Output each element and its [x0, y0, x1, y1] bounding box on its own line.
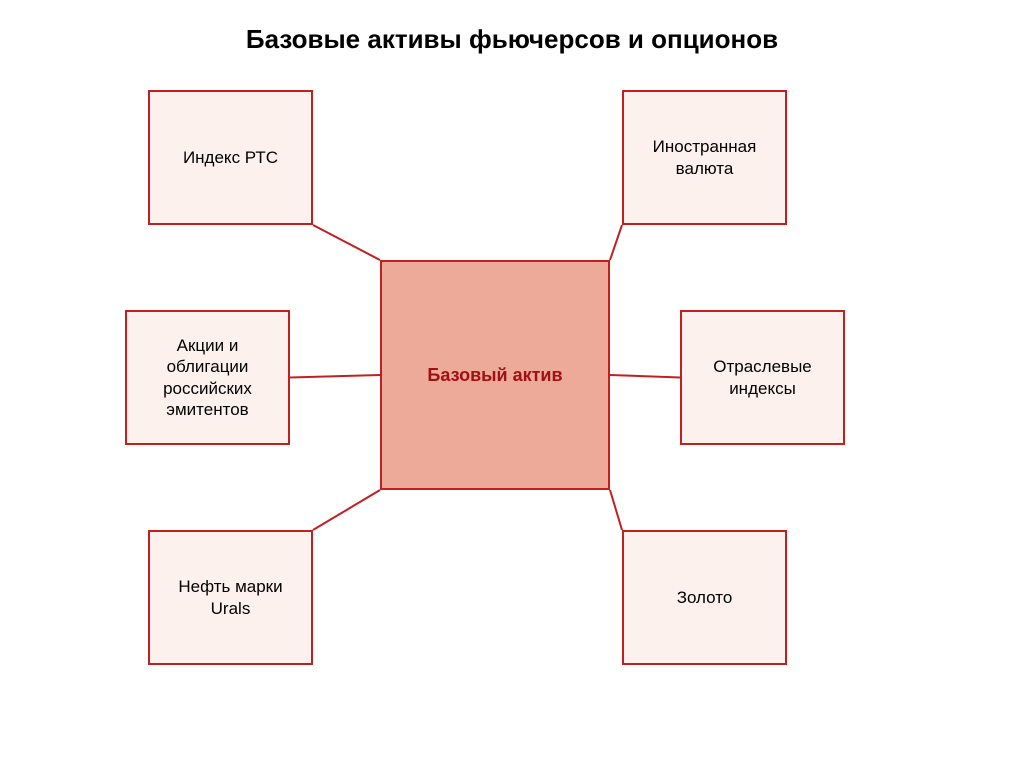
- edge-gold-to-center: [610, 490, 622, 530]
- node-rts: Индекс РТС: [148, 90, 313, 225]
- node-stocks-label: Акции и облигации российских эмитентов: [135, 335, 280, 420]
- node-center-label: Базовый актив: [427, 364, 562, 387]
- edge-fx-to-center: [610, 225, 622, 260]
- node-oil: Нефть марки Urals: [148, 530, 313, 665]
- edge-stocks-to-center: [290, 375, 380, 378]
- node-stocks: Акции и облигации российских эмитентов: [125, 310, 290, 445]
- node-rts-label: Индекс РТС: [183, 147, 278, 168]
- node-oil-label: Нефть марки Urals: [158, 576, 303, 619]
- node-fx: Иностранная валюта: [622, 90, 787, 225]
- edge-rts-to-center: [313, 225, 380, 260]
- node-sector: Отраслевые индексы: [680, 310, 845, 445]
- node-gold: Золото: [622, 530, 787, 665]
- node-center: Базовый актив: [380, 260, 610, 490]
- node-sector-label: Отраслевые индексы: [690, 356, 835, 399]
- diagram-canvas: Базовый актив Индекс РТС Иностранная вал…: [0, 0, 1024, 768]
- node-fx-label: Иностранная валюта: [632, 136, 777, 179]
- node-gold-label: Золото: [677, 587, 733, 608]
- edge-sector-to-center: [610, 375, 680, 378]
- edge-oil-to-center: [313, 490, 380, 530]
